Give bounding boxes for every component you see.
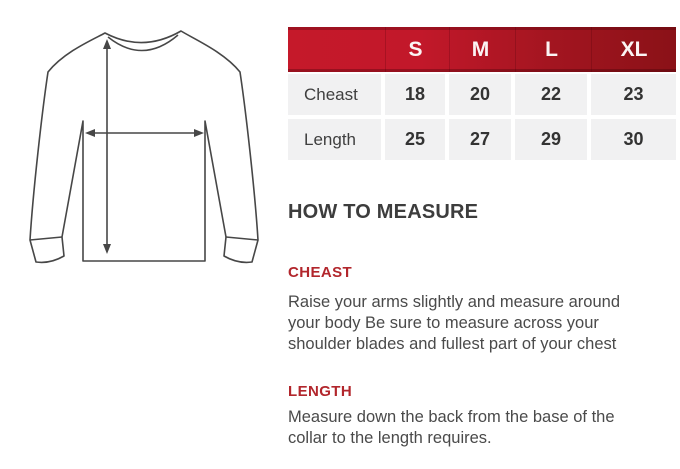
row-label-length: Length (288, 119, 381, 160)
table-row-length: Length 25 27 29 30 (288, 119, 676, 160)
length-section-text: Measure down the back from the base of t… (288, 407, 678, 449)
length-section-heading: LENGTH (288, 383, 353, 400)
length-value-xl: 30 (591, 119, 676, 160)
size-column-l: L (515, 27, 587, 72)
size-column-xl: XL (591, 27, 676, 72)
chest-value-l: 22 (515, 74, 587, 115)
row-label-chest: Cheast (288, 74, 381, 115)
left-cuff-line (29, 236, 63, 241)
size-table-header-row: S M L XL (288, 27, 676, 72)
chest-section-text: Raise your arms slightly and measure aro… (288, 292, 678, 355)
chest-section-heading: CHEAST (288, 264, 353, 281)
size-table-corner-cell (288, 27, 381, 72)
size-column-m: M (449, 27, 511, 72)
shirt-outline-icon (29, 30, 259, 264)
how-to-measure-title: HOW TO MEASURE (288, 201, 479, 223)
chest-text-line: Raise your arms slightly and measure aro… (288, 293, 620, 311)
length-value-l: 29 (515, 119, 587, 160)
chest-value-s: 18 (385, 74, 445, 115)
length-text-line: Measure down the back from the base of t… (288, 408, 615, 426)
chest-value-xl: 23 (591, 74, 676, 115)
collar-ribbing-line (107, 34, 179, 52)
chest-value-m: 20 (449, 74, 511, 115)
length-value-s: 25 (385, 119, 445, 160)
table-row-chest: Cheast 18 20 22 23 (288, 74, 676, 115)
chest-arrow (85, 129, 204, 137)
chest-text-line: shoulder blades and fullest part of your… (288, 335, 617, 353)
chest-text-line: your body Be sure to measure across your (288, 314, 599, 332)
length-arrow (103, 39, 111, 254)
size-column-s: S (385, 27, 445, 72)
size-table: S M L XL Cheast 18 20 22 23 Length 25 27… (288, 27, 676, 160)
shirt-silhouette (29, 30, 259, 264)
right-cuff-line (225, 236, 259, 241)
shirt-measurement-diagram (0, 0, 290, 290)
length-text-line: collar to the length requires. (288, 429, 492, 447)
length-value-m: 27 (449, 119, 511, 160)
